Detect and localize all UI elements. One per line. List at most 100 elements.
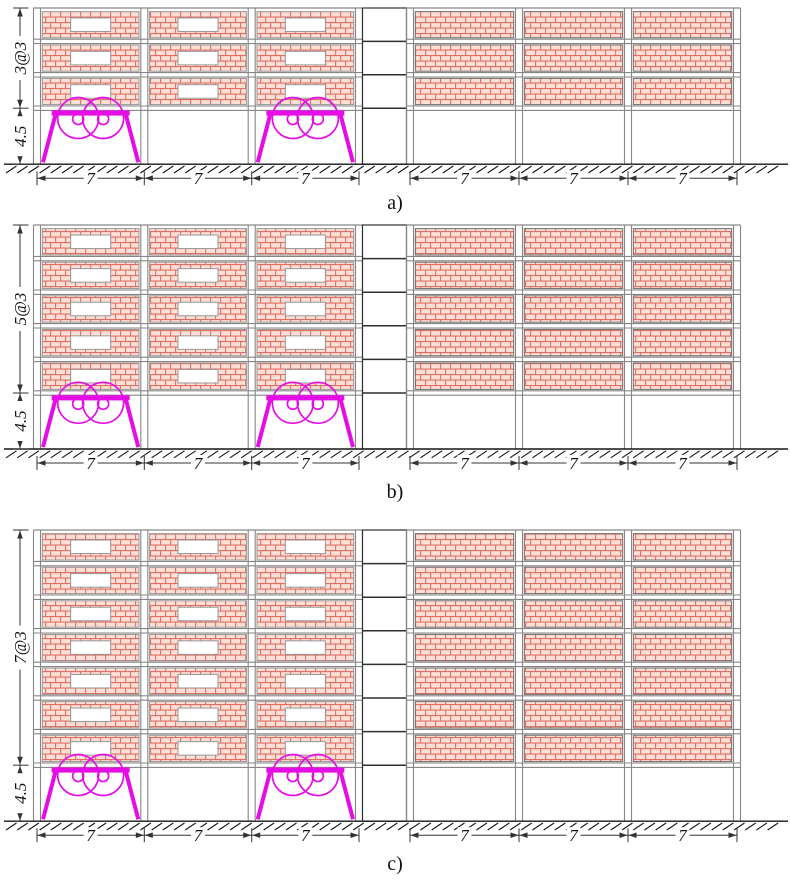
masonry-infill-panel (414, 261, 515, 290)
right-building (405, 224, 742, 449)
ground-storey-isolator-brace (255, 753, 355, 820)
masonry-infill-panel (632, 633, 733, 662)
masonry-infill-panel (414, 77, 515, 106)
figure-label-a: a) (387, 192, 403, 214)
window-opening (284, 301, 326, 317)
masonry-infill-panel (632, 600, 733, 628)
svg-text:7: 7 (86, 169, 96, 188)
masonry-infill-panel (414, 667, 515, 695)
svg-text:7: 7 (678, 826, 688, 845)
ground-storey-isolator-brace (41, 96, 141, 163)
masonry-infill-panel (632, 11, 733, 39)
ground-storey-isolator-brace (41, 753, 141, 820)
masonry-infill-panel (414, 633, 515, 662)
masonry-infill-panel (414, 44, 515, 72)
elevation-a: 7 7 7 7 7 7 3@3 4.5 (4, 7, 788, 188)
masonry-infill-panel (632, 44, 733, 72)
masonry-infill-panel (523, 328, 624, 357)
masonry-infill-panel (523, 261, 624, 290)
svg-text:7: 7 (194, 454, 204, 473)
masonry-infill-panel (414, 600, 515, 628)
window-opening (177, 368, 219, 384)
window-opening (70, 17, 112, 32)
link-core (361, 7, 408, 165)
window-opening (177, 234, 219, 250)
window-opening (70, 707, 112, 723)
svg-text:4.5: 4.5 (11, 126, 30, 147)
ground-hatch (4, 163, 788, 174)
storey-height-dimension: 3@3 4.5 (11, 7, 30, 165)
svg-text:7: 7 (460, 826, 470, 845)
masonry-infill-panel (523, 77, 624, 106)
svg-text:7: 7 (301, 169, 311, 188)
masonry-infill-panel (632, 667, 733, 695)
masonry-infill-panel (414, 295, 515, 323)
ground-storey-isolator-brace (255, 381, 355, 448)
svg-text:7: 7 (194, 169, 204, 188)
elevation-c: 7 7 7 7 7 7 7@3 4.5 (4, 529, 788, 845)
masonry-infill-panel (523, 362, 624, 390)
figure-label-c: c) (387, 853, 403, 875)
storey-height-dimension: 7@3 4.5 (11, 529, 30, 822)
link-core (361, 224, 408, 450)
window-opening (70, 301, 112, 317)
left-building (32, 529, 364, 822)
window-opening (177, 84, 219, 99)
svg-text:7: 7 (460, 454, 470, 473)
masonry-infill-panel (414, 228, 515, 256)
window-opening (70, 335, 112, 350)
masonry-infill-panel (523, 734, 624, 763)
ground-storey-isolator-brace (41, 381, 141, 448)
bay-width-dimensions-left: 7 7 7 (36, 454, 360, 473)
window-opening (284, 640, 326, 655)
window-opening (284, 741, 326, 756)
svg-text:5@3: 5@3 (11, 293, 30, 326)
window-opening (177, 268, 219, 283)
window-opening (284, 606, 326, 622)
masonry-infill-panel (632, 228, 733, 256)
window-opening (177, 539, 219, 555)
window-opening (284, 234, 326, 250)
masonry-infill-panel (414, 566, 515, 595)
window-opening (284, 707, 326, 723)
window-opening (284, 17, 326, 32)
right-building (405, 529, 742, 822)
elevation-b: 7 7 7 7 7 7 5@3 4.5 (4, 224, 788, 473)
storey-height-dimension: 5@3 4.5 (11, 224, 30, 450)
masonry-infill-panel (414, 328, 515, 357)
window-opening (177, 741, 219, 756)
masonry-infill-panel (523, 44, 624, 72)
window-opening (284, 673, 326, 689)
svg-text:4.5: 4.5 (11, 783, 30, 804)
svg-text:4.5: 4.5 (11, 410, 30, 431)
masonry-infill-panel (41, 77, 140, 106)
masonry-infill-panel (632, 701, 733, 729)
masonry-infill-panel (632, 566, 733, 595)
masonry-infill-panel (414, 701, 515, 729)
window-opening (177, 640, 219, 655)
window-opening (284, 539, 326, 555)
right-building (405, 7, 742, 165)
masonry-infill-panel (523, 533, 624, 561)
ground-hatch (4, 448, 788, 459)
window-opening (177, 50, 219, 66)
svg-text:7: 7 (194, 826, 204, 845)
masonry-infill-panel (523, 228, 624, 256)
window-opening (70, 268, 112, 283)
bay-width-dimensions-left: 7 7 7 (36, 826, 360, 845)
masonry-infill-panel (41, 362, 140, 390)
svg-text:7: 7 (678, 454, 688, 473)
window-opening (284, 335, 326, 350)
bay-width-dimensions-right: 7 7 7 (409, 169, 738, 188)
window-opening (284, 50, 326, 66)
masonry-infill-panel (523, 566, 624, 595)
svg-text:7: 7 (569, 826, 579, 845)
masonry-infill-panel (523, 11, 624, 39)
link-core (361, 529, 408, 822)
window-opening (70, 673, 112, 689)
window-opening (70, 234, 112, 250)
masonry-infill-panel (632, 533, 733, 561)
masonry-infill-panel (414, 11, 515, 39)
masonry-infill-panel (149, 600, 247, 628)
masonry-infill-panel (523, 701, 624, 729)
